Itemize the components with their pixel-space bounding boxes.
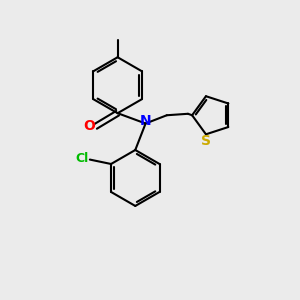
Text: O: O [84, 119, 96, 134]
Text: S: S [201, 134, 211, 148]
Text: Cl: Cl [76, 152, 89, 165]
Text: N: N [140, 114, 152, 128]
